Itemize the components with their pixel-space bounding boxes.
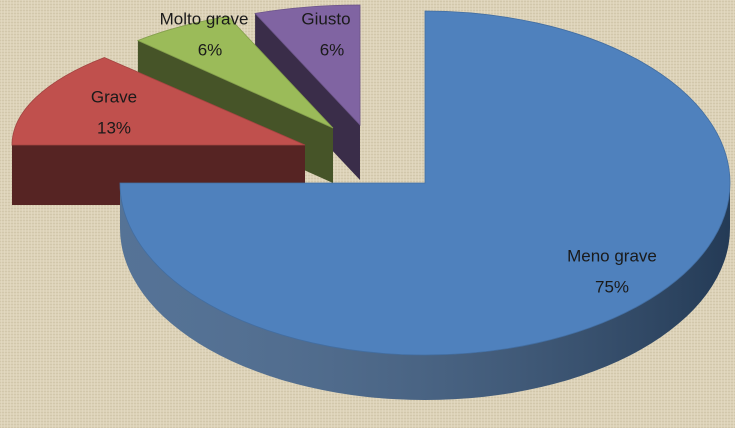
slice-value-label: 75%: [595, 277, 629, 296]
slice: [11, 57, 306, 146]
slice-value-label: 13%: [97, 118, 131, 137]
slice-side: [255, 13, 360, 181]
slice-label: Meno grave: [567, 246, 657, 265]
slice-label: Molto grave: [160, 9, 249, 28]
slice-value-label: 6%: [198, 40, 223, 59]
slice-side-shade: [120, 183, 730, 400]
slice-value-label: 6%: [320, 40, 345, 59]
slice: [136, 15, 334, 129]
slice-label: Giusto: [301, 9, 350, 28]
slice-label: Grave: [91, 87, 137, 106]
slice: [254, 4, 361, 127]
slice: [119, 10, 731, 356]
